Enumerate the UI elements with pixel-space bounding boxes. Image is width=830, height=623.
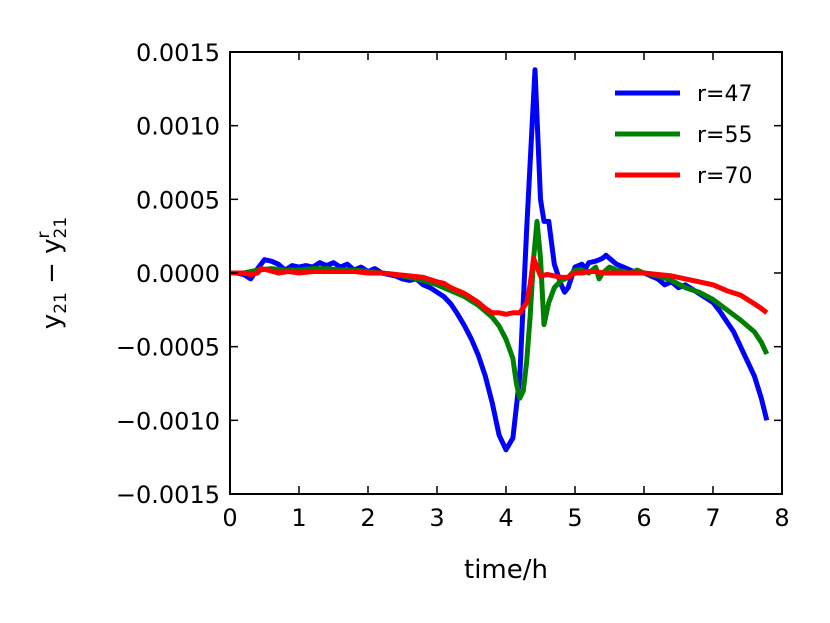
legend-label-1: r=47 <box>697 82 752 107</box>
x-tick-label: 8 <box>774 504 789 532</box>
y-tick-label: 0.0005 <box>136 186 220 214</box>
x-tick-label: 3 <box>429 504 444 532</box>
series-layer <box>230 67 770 453</box>
y-tick-label: −0.0010 <box>116 407 220 435</box>
series-line-3 <box>230 255 769 317</box>
y-axis-label-yr: y <box>37 238 67 253</box>
x-tick-label: 6 <box>636 504 651 532</box>
x-axis-label: time/h <box>464 555 548 585</box>
series-line-1 <box>230 67 770 453</box>
y-axis-label-sub2: 21 <box>51 217 71 239</box>
y-tick-label: 0.0015 <box>136 39 220 67</box>
legend: r=47 r=55 r=70 <box>615 82 752 189</box>
y-axis-label-sub: 21 <box>51 292 71 314</box>
y-axis-label-y: y <box>37 314 67 329</box>
y-axis-label-minus: − <box>37 254 67 292</box>
y-tick-label: 0.0010 <box>136 113 220 141</box>
x-tick-label: 4 <box>498 504 513 532</box>
x-tick-label: 1 <box>291 504 306 532</box>
x-tick-label: 5 <box>567 504 582 532</box>
ticks-layer: 0 1 2 3 4 5 6 7 8 0.0015 0.0010 0.0005 0.0000 −0.0005… <box>116 39 790 532</box>
x-tick-label: 2 <box>360 504 375 532</box>
y-axis-label-sup: r <box>34 231 54 238</box>
series-line-2 <box>230 218 770 401</box>
y-tick-label: −0.0015 <box>116 481 220 509</box>
legend-label-2: r=55 <box>697 123 752 148</box>
legend-label-3: r=70 <box>697 164 752 189</box>
x-tick-label: 7 <box>705 504 720 532</box>
y-axis-label: y21 − yr21 <box>34 217 71 329</box>
y-tick-label: 0.0000 <box>136 260 220 288</box>
y-tick-label: −0.0005 <box>116 334 220 362</box>
x-tick-label: 0 <box>222 504 237 532</box>
